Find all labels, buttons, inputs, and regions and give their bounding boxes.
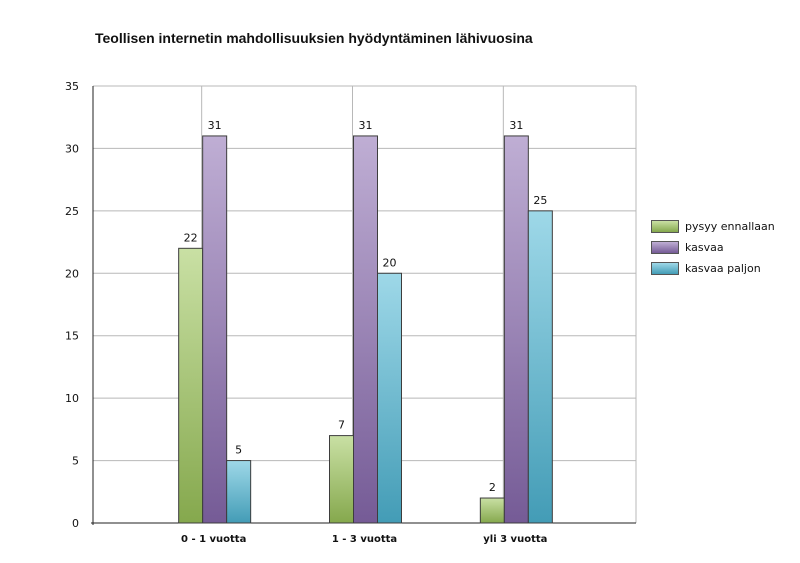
- x-tick-label: 1 - 3 vuotta: [332, 534, 397, 545]
- data-label: 2: [489, 481, 496, 494]
- data-label: 7: [338, 419, 345, 432]
- y-tick-label: 5: [72, 455, 79, 468]
- bar: [226, 460, 252, 524]
- chart-title: Teollisen internetin mahdollisuuksien hy…: [95, 30, 533, 46]
- bar: [503, 135, 529, 524]
- legend-swatch: [651, 220, 679, 233]
- y-tick-label: 10: [65, 392, 79, 405]
- y-tick-label: 15: [65, 330, 79, 343]
- data-label: 31: [509, 119, 523, 132]
- data-label: 31: [359, 119, 373, 132]
- legend-item: kasvaa: [651, 237, 781, 258]
- legend-swatch: [651, 262, 679, 275]
- data-label: 20: [383, 256, 397, 269]
- y-tick-label: 30: [65, 142, 79, 155]
- y-tick-label: 35: [65, 80, 79, 93]
- x-tick-label: 0 - 1 vuotta: [181, 534, 246, 545]
- legend-label: kasvaa: [685, 241, 724, 254]
- x-axis-ticks: 0 - 1 vuotta 1 - 3 vuotta yli 3 vuotta: [181, 534, 547, 545]
- legend: pysyy ennallaan kasvaa kasvaa paljon: [651, 216, 781, 279]
- x-tick-label: yli 3 vuotta: [483, 534, 547, 545]
- y-axis-ticks: 0 5 10 15 20 25 30 35: [65, 80, 79, 530]
- bar: [353, 135, 378, 524]
- bar: [527, 210, 553, 524]
- legend-item: kasvaa paljon: [651, 258, 781, 279]
- bar: [178, 247, 204, 524]
- legend-item: pysyy ennallaan: [651, 216, 781, 237]
- bar: [377, 272, 402, 524]
- bar: [479, 497, 505, 524]
- bar: [202, 135, 228, 524]
- data-labels: 22 31 5 7 31 20 2 31 25: [184, 119, 548, 494]
- data-label: 31: [208, 119, 222, 132]
- bar: [329, 435, 354, 524]
- legend-swatch: [651, 241, 679, 254]
- bars: [178, 135, 553, 524]
- y-tick-label: 20: [65, 267, 79, 280]
- legend-label: kasvaa paljon: [685, 262, 761, 275]
- data-label: 25: [533, 194, 547, 207]
- data-label: 5: [235, 444, 242, 457]
- data-label: 22: [184, 231, 198, 244]
- y-tick-label: 0: [72, 517, 79, 530]
- legend-label: pysyy ennallaan: [685, 220, 775, 233]
- y-tick-label: 25: [65, 205, 79, 218]
